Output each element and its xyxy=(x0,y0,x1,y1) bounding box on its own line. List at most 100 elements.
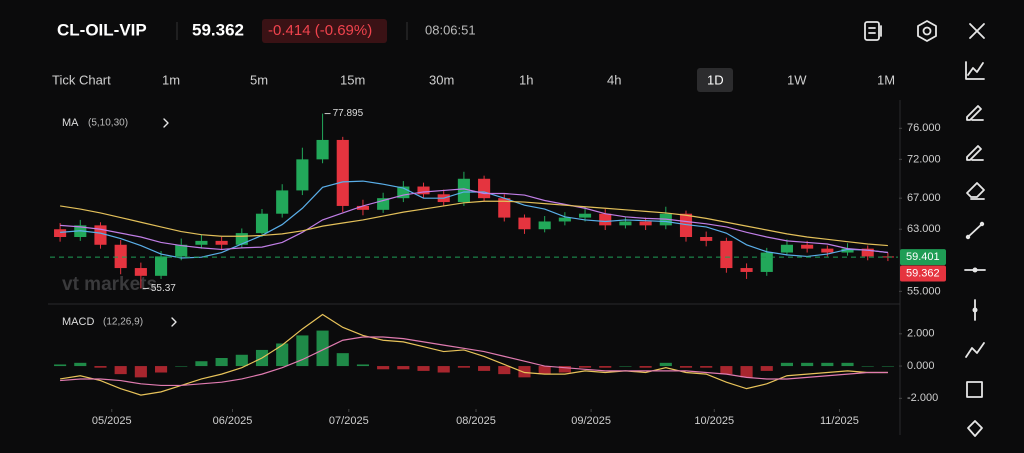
timeframe-option[interactable]: 4h xyxy=(607,72,621,87)
change: -0.414 (-0.69%) xyxy=(268,22,372,39)
candle-body xyxy=(619,221,632,226)
macd-bar xyxy=(760,366,773,371)
candle-body xyxy=(235,233,248,245)
candle-body xyxy=(134,268,147,276)
macd-bar xyxy=(316,330,329,367)
candle-body xyxy=(175,244,188,257)
candle-body xyxy=(841,248,854,253)
candle-body xyxy=(154,256,168,276)
macd-bar xyxy=(478,366,491,371)
y-tick-label: -2.000 xyxy=(907,392,938,404)
timeframe-option[interactable]: 1m xyxy=(162,72,180,87)
timeframe-option[interactable]: 30m xyxy=(429,72,454,87)
pencil-tool[interactable] xyxy=(966,105,984,121)
macd-bar xyxy=(518,366,531,378)
x-tick-label: 11/2025 xyxy=(820,415,859,427)
candle-body xyxy=(356,205,370,210)
y-tick-label: 72.000 xyxy=(907,153,941,165)
macd-bar xyxy=(841,362,854,367)
timeframe-option[interactable]: Tick Chart xyxy=(52,72,111,87)
candle-body xyxy=(276,190,289,214)
candle-body xyxy=(821,248,834,253)
candle-body xyxy=(760,252,773,272)
macd-bar xyxy=(356,364,370,367)
indicator-line xyxy=(60,313,888,396)
pen-tool[interactable] xyxy=(966,145,984,161)
macd-bar xyxy=(659,362,672,367)
macd-bar xyxy=(336,353,349,367)
annotation-label: 77.895 xyxy=(333,108,364,119)
macd-bar xyxy=(74,362,87,367)
timeframe-option[interactable]: 1h xyxy=(519,72,533,87)
macd-bar xyxy=(276,343,289,367)
macd-bar xyxy=(619,366,632,367)
candle-body xyxy=(740,268,753,272)
candle-body xyxy=(114,244,127,269)
notes-button[interactable] xyxy=(864,21,882,41)
timeframe-option[interactable]: 15m xyxy=(340,72,365,87)
candle-body xyxy=(316,139,329,160)
candle-body xyxy=(195,240,208,245)
macd-bar xyxy=(700,366,713,368)
macd-bar xyxy=(780,362,794,367)
macd-bar xyxy=(558,366,571,373)
watermark: vt markets xyxy=(62,274,157,295)
y-tick-label: 0.000 xyxy=(907,360,935,372)
annotation-label: 55.37 xyxy=(151,283,176,294)
candle-body xyxy=(578,213,592,218)
candle-body xyxy=(639,221,652,226)
vertical-line-tool[interactable] xyxy=(972,299,978,321)
timeframe-option[interactable]: 1W xyxy=(787,72,807,87)
symbol: CL-OIL-VIP xyxy=(57,20,147,39)
price-tag xyxy=(900,265,946,282)
candle-body xyxy=(215,240,228,245)
zigzag-tool[interactable] xyxy=(965,342,985,358)
macd-bar xyxy=(538,366,551,375)
macd-bar xyxy=(94,366,107,368)
candle-body xyxy=(558,217,571,222)
price-tag-label: 59.401 xyxy=(906,251,940,263)
price-tag xyxy=(900,249,946,266)
ma-legend[interactable]: MA (5,10,30) xyxy=(62,117,169,129)
macd-bar xyxy=(154,366,168,373)
candle-body xyxy=(478,178,491,199)
y-tick-label: 2.000 xyxy=(907,328,935,340)
indicator-name: MA xyxy=(62,117,79,129)
macd-bar xyxy=(801,362,814,367)
rectangle-tool[interactable] xyxy=(966,381,983,398)
eraser-tool[interactable] xyxy=(966,182,985,200)
macd-legend[interactable]: MACD (12,26,9) xyxy=(62,316,177,328)
macd-bar xyxy=(377,366,390,370)
settings-button[interactable] xyxy=(917,20,937,42)
x-tick-label: 06/2025 xyxy=(213,415,253,427)
trendline-tool[interactable] xyxy=(965,221,985,240)
timeframe-option[interactable]: 1D xyxy=(707,72,724,87)
x-tick-label: 10/2025 xyxy=(694,415,734,427)
indicator-params: (12,26,9) xyxy=(103,317,143,328)
horizontal-line-tool[interactable] xyxy=(964,267,986,273)
timeframe-option[interactable]: 5m xyxy=(250,72,268,87)
close-button[interactable] xyxy=(969,23,985,39)
candle-body xyxy=(538,221,551,230)
candle-body xyxy=(700,237,713,241)
indicator-line xyxy=(60,336,888,387)
candle-body xyxy=(417,186,430,195)
candle-body xyxy=(720,240,733,269)
timeframe-option[interactable]: 1M xyxy=(877,72,895,87)
pattern-tool[interactable] xyxy=(967,420,983,437)
chart-type-button[interactable] xyxy=(965,61,985,80)
macd-bar xyxy=(195,361,208,367)
macd-bar xyxy=(498,366,511,375)
candle-body xyxy=(255,213,269,234)
macd-bar xyxy=(114,366,127,375)
macd-bar xyxy=(235,354,248,367)
macd-bar xyxy=(457,366,470,368)
macd-bar xyxy=(437,366,450,373)
candle-body xyxy=(377,198,390,210)
macd-bar xyxy=(881,366,894,367)
price: 59.362 xyxy=(192,20,244,39)
change-badge xyxy=(262,19,387,43)
macd-bar xyxy=(215,358,228,367)
